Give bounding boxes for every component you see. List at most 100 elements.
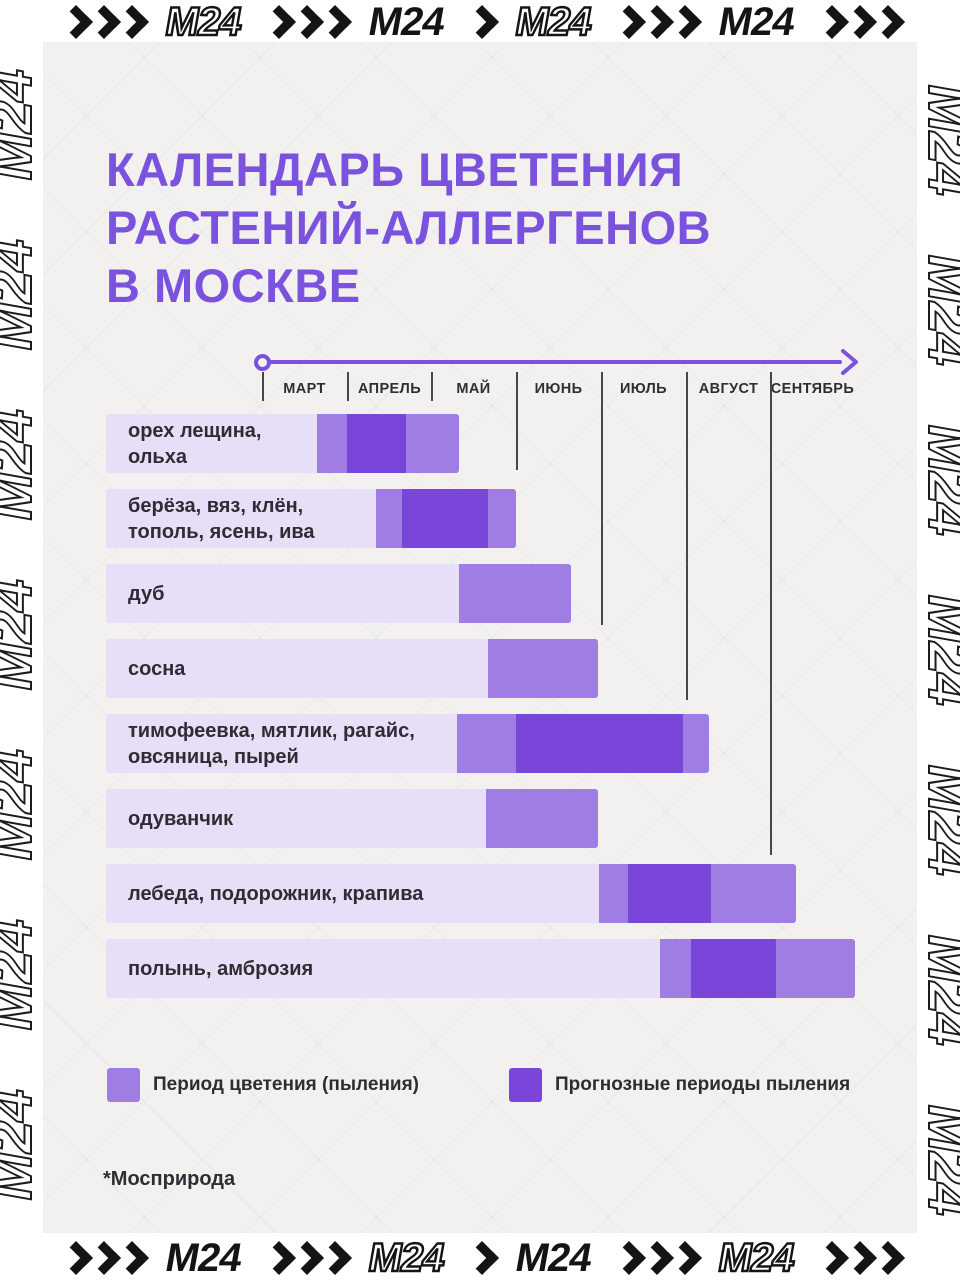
chevron-icon (318, 5, 353, 39)
rail-m24-left: M24 (0, 1083, 92, 1206)
month-label: ИЮЛЬ (619, 381, 668, 397)
rail-m24-right: M24 (868, 248, 960, 371)
chevrons-right-icon (465, 1241, 499, 1275)
axis-tick (347, 372, 349, 401)
rail-m24-left: M24 (0, 573, 92, 696)
row-label-line: лебеда, подорожник, крапива (128, 882, 424, 905)
chevrons-right-icon (59, 1241, 150, 1275)
m24-logo-text: M24 (915, 928, 960, 1051)
m24-logo-text: M24 (0, 573, 45, 696)
row-label-line: сосна (128, 657, 186, 680)
row-label-line: одуванчик (128, 807, 234, 830)
month-gridline (686, 372, 688, 700)
chevrons-right-icon (262, 5, 353, 39)
legend-item: Период цветения (пыления) (107, 1068, 419, 1102)
chevrons-right-icon (611, 1241, 702, 1275)
title-line-3: В МОСКВЕ (106, 259, 361, 312)
m24-logo-text: M24 (915, 418, 960, 541)
row-label-line: тополь, ясень, ива (128, 520, 315, 543)
footnote-source: *Мосприрода (103, 1168, 236, 1190)
axis-line (268, 360, 842, 364)
bloom-segment (711, 864, 796, 923)
m24-logo-text: M24 (0, 743, 45, 866)
chevrons-right-icon (814, 1241, 905, 1275)
row-label-line: полынь, амброзия (128, 957, 314, 980)
rail-m24-right: M24 (868, 928, 960, 1051)
legend-label: Прогнозные периоды пыления (555, 1074, 851, 1095)
month-label: СЕНТЯБРЬ (770, 381, 855, 397)
row-label: сосна (128, 639, 185, 698)
rail-m24-right: M24 (868, 1098, 960, 1221)
row-label-line: овсяница, пырей (128, 745, 299, 768)
forecast-segment (347, 414, 406, 473)
banner-bottom: M24 M24 M24 M24 (0, 1235, 960, 1280)
forecast-segment (691, 939, 776, 998)
bloom-segment (683, 714, 709, 773)
m24-logo-text: M24 (0, 913, 45, 1036)
bloom-segment (488, 639, 598, 698)
chart-row: одуванчик (106, 789, 598, 848)
legend-swatch (509, 1068, 542, 1102)
title-line-1: КАЛЕНДАРЬ ЦВЕТЕНИЯ (106, 143, 684, 196)
month-gridline (601, 372, 603, 625)
rail-m24-left: M24 (0, 913, 92, 1036)
m24-logo-text: M24 (364, 1235, 449, 1280)
month-label: АВГУСТ (698, 381, 759, 397)
row-label-line: берёза, вяз, клён, (128, 494, 304, 517)
rail-m24-left: M24 (0, 743, 92, 866)
axis-tick (431, 372, 433, 401)
chevron-icon (870, 5, 905, 39)
axis-arrowhead-icon (841, 349, 858, 375)
chart-title: КАЛЕНДАРЬ ЦВЕТЕНИЯ РАСТЕНИЙ-АЛЛЕРГЕНОВ В… (106, 141, 711, 315)
m24-logo-text: M24 (714, 1235, 799, 1280)
chart-row: берёза, вяз, клён, тополь, ясень, ива (106, 489, 516, 548)
rail-m24-left: M24 (0, 233, 92, 356)
chevrons-right-icon (262, 1241, 353, 1275)
m24-logo-text: M24 (915, 758, 960, 881)
forecast-segment (628, 864, 711, 923)
row-label: тимофеевка, мятлик, рагайс, овсяница, пыр… (128, 714, 415, 773)
legend-item: Прогнозные периоды пыления (509, 1068, 850, 1102)
forecast-segment (402, 489, 488, 548)
rail-m24-right: M24 (868, 78, 960, 201)
forecast-segment (516, 714, 683, 773)
m24-logo-text: M24 (365, 0, 448, 44)
m24-logo-text: M24 (915, 248, 960, 371)
rail-m24-left: M24 (0, 403, 92, 526)
chevrons-right-icon (59, 5, 150, 39)
chevrons-right-icon (814, 5, 905, 39)
bloom-segment (776, 939, 855, 998)
bloom-segment (599, 864, 628, 923)
row-label-line: дуб (128, 582, 165, 605)
month-label: ИЮНЬ (534, 381, 583, 397)
chevron-icon (667, 5, 702, 39)
bloom-segment (406, 414, 459, 473)
chart-row: орех лещина, ольха (106, 414, 459, 473)
chevron-icon (318, 1241, 353, 1275)
m24-logo-text: M24 (0, 403, 45, 526)
m24-logo-text: M24 (915, 588, 960, 711)
chart-row: сосна (106, 639, 598, 698)
row-label: берёза, вяз, клён, тополь, ясень, ива (128, 489, 315, 548)
legend-label: Период цветения (пыления) (153, 1074, 420, 1095)
chart-row: полынь, амброзия (106, 939, 855, 998)
m24-logo-text: M24 (0, 233, 45, 356)
m24-logo-text: M24 (714, 0, 798, 44)
bloom-segment (457, 714, 516, 773)
chevron-icon (115, 5, 150, 39)
m24-logo-text: M24 (161, 0, 246, 45)
month-label: МАЙ (456, 381, 491, 397)
row-label-line: орех лещина, (128, 419, 262, 442)
chevron-icon (115, 1241, 150, 1275)
m24-logo-text: M24 (0, 1083, 45, 1206)
row-label: одуванчик (128, 789, 233, 848)
m24-logo-text: M24 (915, 1098, 960, 1221)
chevron-icon (870, 1241, 905, 1275)
m24-logo-text: M24 (511, 0, 596, 45)
bloom-segment (317, 414, 347, 473)
row-label: дуб (128, 564, 164, 623)
bloom-segment (660, 939, 691, 998)
title-line-2: РАСТЕНИЙ-АЛЛЕРГЕНОВ (106, 201, 712, 254)
axis-tick (262, 372, 264, 401)
